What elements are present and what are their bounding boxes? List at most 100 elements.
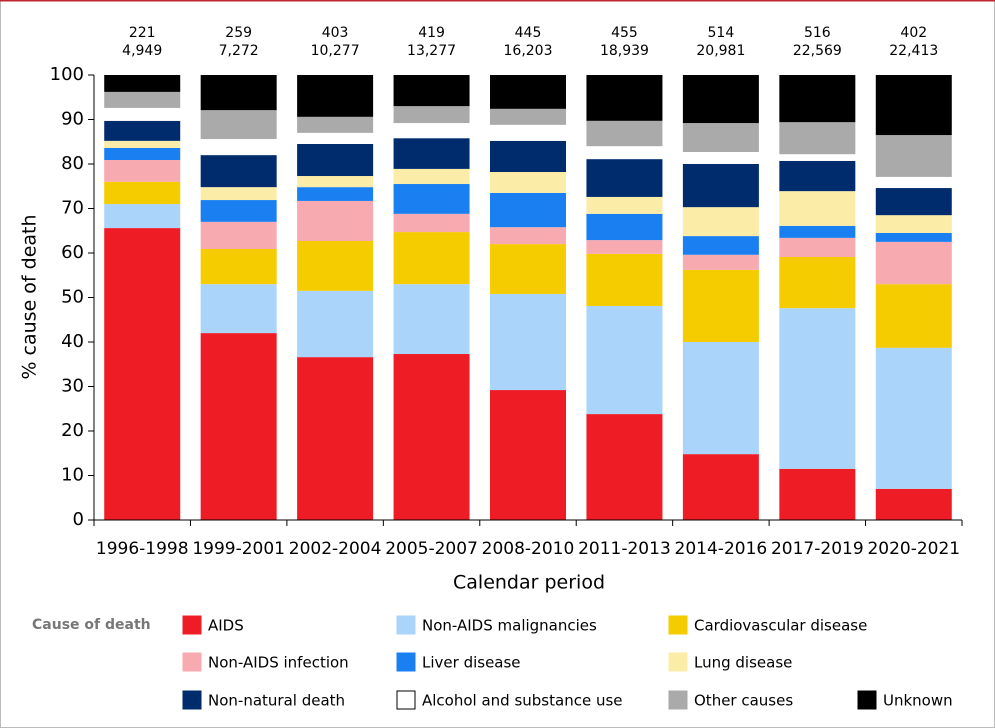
y-tick-label: 100 — [50, 64, 84, 85]
top-label: 419 — [418, 25, 445, 41]
bar-segment — [779, 75, 856, 123]
bar-segment — [682, 151, 759, 164]
x-tick-label: 2017-2019 — [771, 539, 864, 559]
bar-segment — [104, 204, 181, 229]
bar-segment — [490, 172, 566, 193]
y-axis-title: % cause of death — [19, 214, 41, 379]
bar-segment — [200, 187, 277, 201]
legend-label: Non-natural death — [208, 692, 345, 710]
bar-segment — [104, 228, 181, 520]
bar-segment — [393, 213, 470, 233]
bar-segment — [297, 143, 374, 177]
bar-segment — [490, 108, 566, 125]
y-tick-label: 40 — [61, 331, 84, 352]
bar-segment — [779, 308, 856, 469]
bar-segment — [586, 196, 663, 214]
bar-segment — [682, 123, 759, 152]
y-tick-label: 0 — [73, 509, 84, 530]
bar-segment — [875, 75, 952, 136]
bar-segment — [682, 254, 759, 270]
bar-segment — [682, 75, 759, 124]
top-label: 259 — [225, 25, 252, 41]
y-tick-label: 30 — [61, 376, 84, 397]
bar-segment — [779, 225, 856, 238]
bar-segment — [586, 146, 663, 160]
bar-segment — [297, 187, 374, 201]
bar-segment — [297, 240, 374, 291]
bar-segment — [200, 75, 277, 111]
bar-segment — [200, 248, 277, 285]
bar-segment — [200, 284, 277, 334]
bar-segment — [393, 284, 470, 355]
bar-segment — [393, 75, 470, 107]
y-tick-label: 10 — [61, 465, 84, 486]
y-tick-label: 90 — [61, 109, 84, 130]
bar-segment — [297, 176, 374, 188]
legend-label: Alcohol and substance use — [422, 692, 623, 710]
bar-segment — [586, 213, 663, 241]
bar-segment — [393, 232, 470, 285]
legend-label: Other causes — [694, 692, 793, 710]
bar-segment — [682, 207, 759, 237]
legend-label: Non-AIDS malignancies — [422, 617, 597, 635]
x-tick-label: 2014-2016 — [675, 539, 768, 559]
legend-label: Non-AIDS infection — [208, 654, 349, 672]
bar-segment — [490, 75, 566, 109]
bar-segment — [297, 75, 374, 117]
bar-segment — [682, 269, 759, 342]
bar-segment — [297, 132, 374, 144]
top-label: 445 — [515, 25, 542, 41]
bar-segment — [682, 454, 759, 520]
bar-segment — [875, 232, 952, 242]
bar-segment — [104, 181, 181, 205]
bar-segment — [682, 342, 759, 455]
bar-segment — [200, 221, 277, 249]
top-label: 4,949 — [122, 43, 162, 59]
x-tick-label: 2011-2013 — [578, 539, 671, 559]
y-tick-label: 70 — [61, 198, 84, 219]
bar-segment — [875, 284, 952, 348]
top-label: 10,277 — [311, 43, 360, 59]
x-tick-label: 2020-2021 — [867, 539, 960, 559]
legend-swatch — [396, 615, 416, 635]
top-label: 7,272 — [219, 43, 259, 59]
bar-segment — [682, 236, 759, 255]
bar-segment — [297, 290, 374, 358]
y-tick-label: 20 — [61, 420, 84, 441]
bar-segment — [586, 120, 663, 147]
x-tick-label: 2002-2004 — [289, 539, 382, 559]
legend-swatch — [668, 690, 688, 710]
legend-label: Unknown — [883, 692, 953, 710]
legend-swatch — [857, 690, 877, 710]
bar-segment — [586, 305, 663, 415]
bar-segment — [490, 124, 566, 141]
bar-segment — [393, 123, 470, 139]
bar-segment — [586, 75, 663, 121]
bar-segment — [779, 160, 856, 192]
bar-segment — [104, 140, 181, 148]
top-label: 18,939 — [600, 43, 649, 59]
bar-segment — [875, 176, 952, 189]
bar-segment — [779, 122, 856, 155]
bar-segment — [490, 293, 566, 391]
bar-segment — [586, 159, 663, 197]
x-tick-label: 2005-2007 — [385, 539, 478, 559]
bar-segment — [875, 188, 952, 216]
bar-segment — [779, 257, 856, 309]
legend-label: Lung disease — [694, 654, 792, 672]
legend-swatch — [182, 690, 202, 710]
top-label: 403 — [322, 25, 349, 41]
bar-segment — [586, 240, 663, 254]
bar-segment — [490, 227, 566, 245]
bar-segment — [875, 215, 952, 233]
bar-segment — [682, 164, 759, 208]
x-tick-label: 2008-2010 — [482, 539, 575, 559]
bar-segment — [779, 191, 856, 226]
legend-title: Cause of death — [32, 617, 151, 633]
top-label: 514 — [708, 25, 735, 41]
legend-swatch — [668, 615, 688, 635]
bar-segment — [875, 347, 952, 489]
top-label: 22,569 — [793, 43, 842, 59]
x-tick-label: 1999-2001 — [192, 539, 285, 559]
